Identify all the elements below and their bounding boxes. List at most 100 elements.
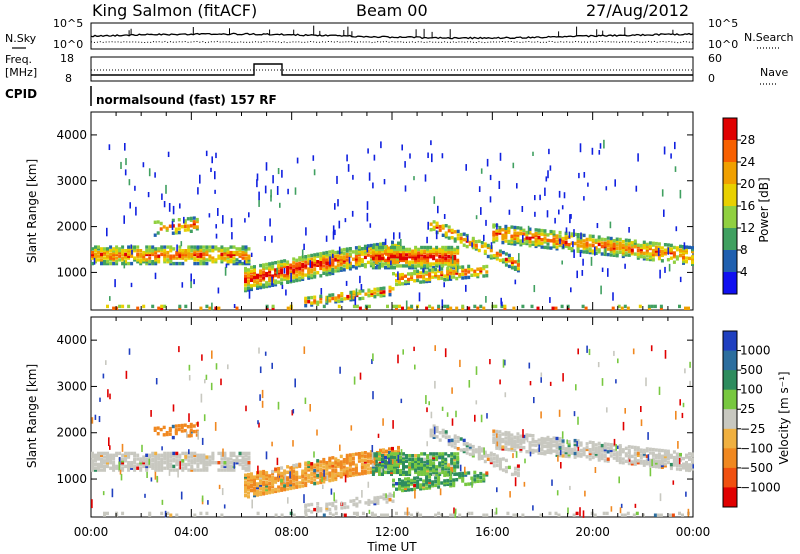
echo-cell	[175, 459, 179, 463]
echo-cell	[435, 470, 439, 475]
echo-cell	[417, 247, 421, 252]
echo-cell	[346, 505, 350, 509]
echo-cell	[385, 449, 388, 453]
echo-cell	[432, 262, 436, 266]
noise-speck	[692, 464, 694, 469]
echo-cell	[358, 306, 362, 310]
echo-cell	[627, 246, 631, 250]
echo-cell	[262, 267, 266, 271]
echo-cell	[331, 268, 335, 272]
echo-cell	[235, 306, 239, 310]
echo-cell	[393, 459, 396, 463]
echo-cell	[513, 234, 517, 239]
echo-cell	[429, 468, 433, 473]
echo-cell	[600, 453, 604, 457]
echo-cell	[513, 448, 517, 452]
noise-speck	[512, 162, 515, 169]
noise-speck	[587, 182, 589, 187]
echo-cell	[339, 465, 343, 470]
echo-cell	[196, 464, 200, 469]
echo-cell	[304, 264, 308, 268]
echo-cell	[163, 249, 167, 253]
echo-cell	[455, 276, 459, 281]
echo-cell	[160, 459, 164, 463]
echo-cell	[262, 270, 266, 275]
echo-cell	[100, 462, 103, 467]
echo-cell	[175, 250, 179, 255]
echo-cell	[594, 247, 598, 252]
echo-cell	[447, 467, 451, 471]
echo-cell	[292, 465, 296, 470]
echo-cell	[397, 449, 400, 453]
echo-cell	[437, 269, 441, 273]
echo-cell	[342, 258, 346, 263]
echo-cell	[283, 486, 287, 490]
echo-cell	[443, 304, 447, 309]
echo-cell	[405, 455, 408, 460]
echo-cell	[328, 473, 332, 477]
echo-cell	[485, 471, 489, 475]
noise-speck	[382, 418, 384, 426]
echo-cell	[268, 284, 272, 288]
echo-cell	[482, 265, 486, 269]
noise-speck	[466, 235, 469, 242]
echo-cell	[339, 471, 343, 475]
noise-speck	[210, 382, 213, 391]
echo-cell	[411, 251, 415, 255]
echo-cell	[411, 253, 415, 257]
noise-speck	[93, 257, 96, 265]
echo-cell	[115, 245, 119, 249]
echo-cell	[501, 233, 505, 237]
echo-cell	[241, 464, 245, 469]
echo-cell	[286, 273, 290, 277]
echo-cell	[672, 457, 676, 462]
echo-cell	[121, 250, 125, 255]
noise-speck	[305, 227, 307, 236]
echo-cell	[160, 462, 164, 467]
echo-cell	[166, 461, 170, 465]
echo-cell	[444, 260, 448, 264]
echo-cell	[606, 236, 610, 240]
echo-cell	[498, 465, 502, 469]
echo-cell	[450, 251, 454, 255]
echo-cell	[103, 260, 106, 264]
echo-cell	[450, 256, 454, 261]
echo-cell	[271, 488, 275, 492]
echo-cell	[103, 249, 106, 253]
echo-cell	[316, 464, 320, 468]
noise-speck	[414, 489, 416, 499]
echo-cell	[357, 260, 361, 264]
noise-speck	[454, 511, 457, 519]
echo-cell	[193, 468, 197, 472]
echo-cell	[624, 238, 628, 242]
echo-cell	[455, 472, 459, 476]
echo-cell	[458, 472, 462, 476]
echo-cell	[271, 274, 275, 278]
echo-cell	[181, 468, 185, 472]
echo-cell	[343, 505, 347, 510]
echo-cell	[512, 306, 516, 310]
echo-cell	[621, 247, 625, 251]
noise-speck	[201, 437, 204, 445]
noise-speck	[539, 194, 541, 201]
echo-cell	[374, 454, 378, 458]
echo-cell	[307, 261, 311, 266]
echo-cell	[398, 275, 401, 279]
echo-cell	[546, 448, 550, 453]
echo-cell	[464, 473, 468, 477]
echo-cell	[555, 442, 559, 446]
echo-cell	[325, 468, 329, 472]
echo-cell	[342, 472, 346, 477]
noise-speck	[682, 402, 685, 408]
echo-cell	[441, 256, 445, 261]
echo-cell	[516, 233, 520, 237]
echo-cell	[638, 304, 642, 309]
echo-cell	[268, 276, 272, 281]
echo-cell	[414, 264, 418, 268]
noise-speck	[168, 203, 171, 212]
echo-cell	[292, 264, 296, 269]
echo-cell	[420, 253, 424, 257]
echo-cell	[561, 439, 565, 443]
echo-cell	[244, 256, 248, 260]
echo-cell	[555, 446, 559, 450]
